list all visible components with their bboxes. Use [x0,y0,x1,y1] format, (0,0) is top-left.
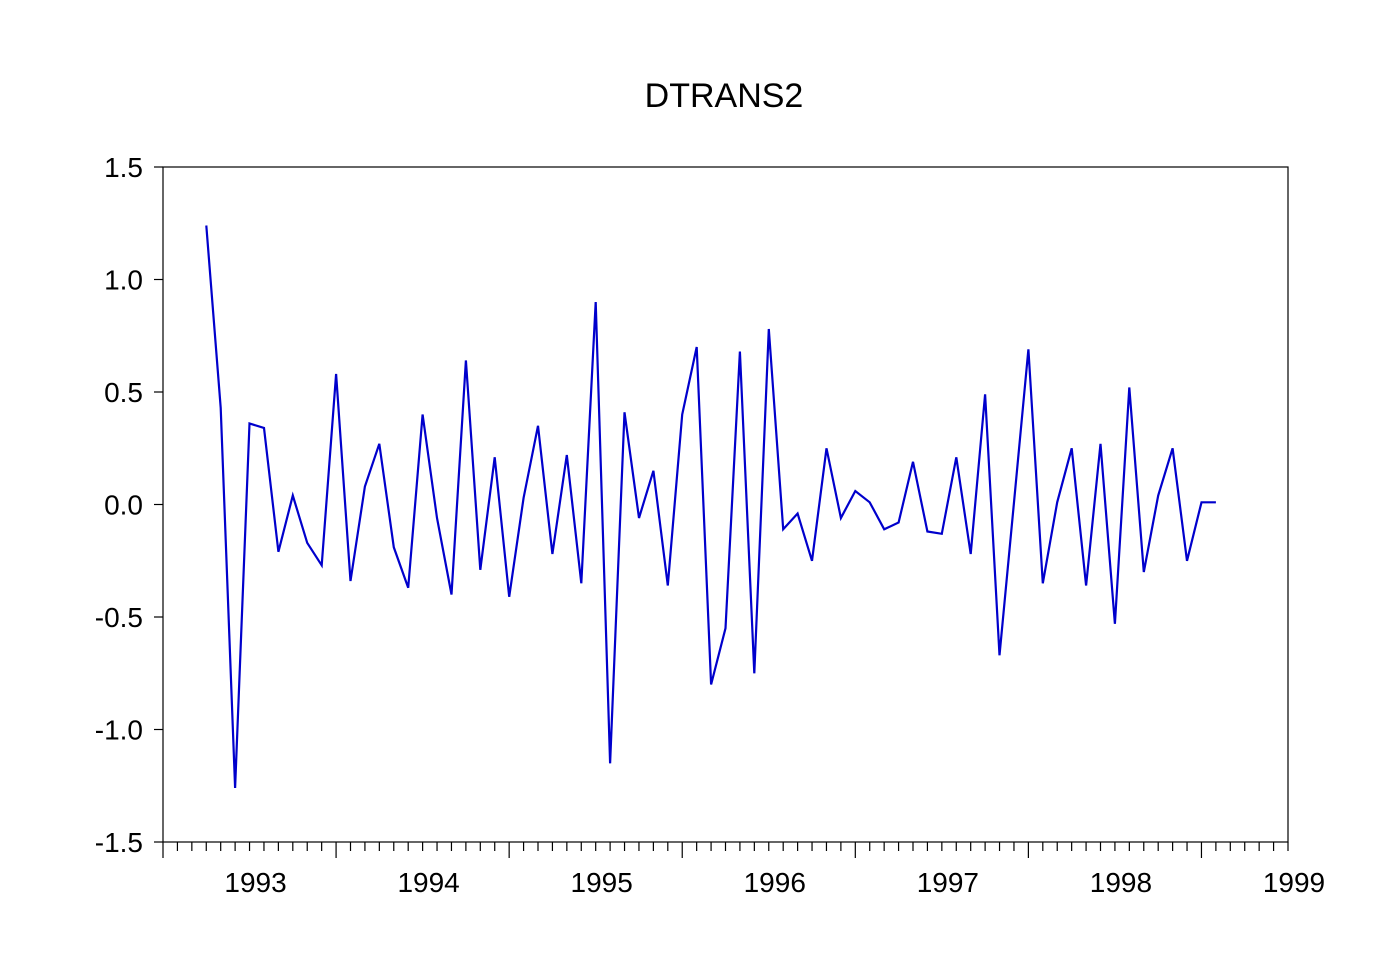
series-line [205,225,1216,789]
y-tick-label: -1.5 [95,827,143,858]
chart-title: DTRANS2 [645,77,804,115]
y-tick-label: 0.5 [104,377,143,408]
x-tick-label: 1994 [397,867,459,898]
x-tick-label: 1995 [571,867,633,898]
series-layer [205,225,1216,789]
y-tick-label: -1.0 [95,715,143,746]
plot-frame [162,166,1289,843]
x-tick-label: 1993 [224,867,286,898]
x-tick-label: 1999 [1263,867,1325,898]
x-axis: 1993 1994 1995 1996 1997 1998 1999 [162,842,1325,898]
x-tick-label: 1996 [744,867,806,898]
y-tick-label: -0.5 [95,602,143,633]
y-tick-label: 1.5 [104,152,143,183]
y-tick-label: 1.0 [104,265,143,296]
x-tick-label: 1998 [1090,867,1152,898]
y-axis: 1.5 1.0 0.5 0.0 -0.5 -1.0 -1.5 [95,152,163,858]
x-tick-label: 1997 [917,867,979,898]
y-tick-label: 0.0 [104,490,143,521]
